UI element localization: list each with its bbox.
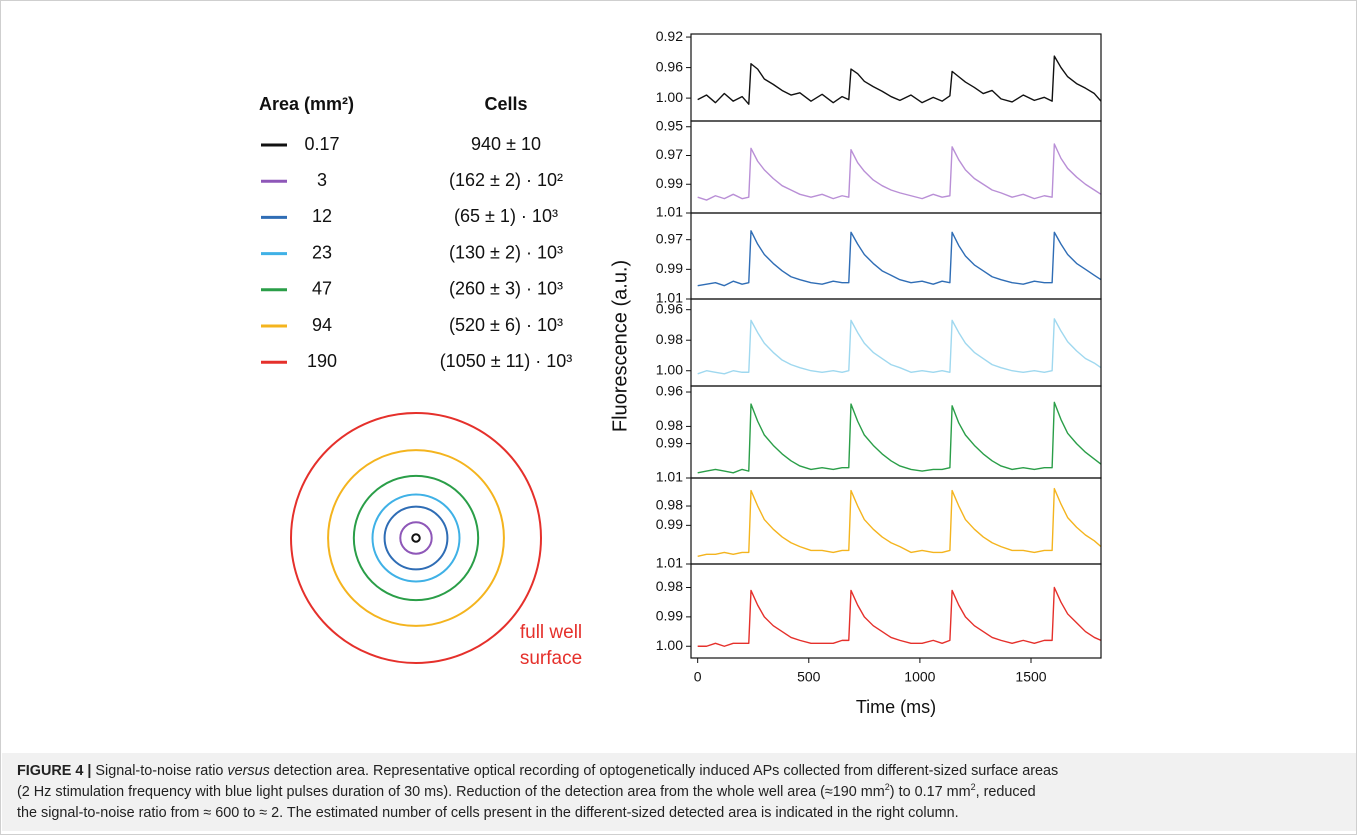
y-tick-label: 0.95 <box>656 117 683 133</box>
legend-header: Area (mm²) <box>259 94 354 114</box>
legend-area: 47 <box>312 279 332 299</box>
area-circle <box>383 505 449 571</box>
y-axis-label: Fluorescence (a.u.) <box>609 260 631 432</box>
x-tick-label: 500 <box>797 669 821 685</box>
y-tick-label: 0.99 <box>656 260 683 276</box>
caption-text: versus <box>227 763 270 779</box>
y-tick-label: 0.96 <box>656 58 683 74</box>
legend-area: 23 <box>312 242 332 262</box>
y-tick-label: 0.99 <box>656 608 683 624</box>
area-circle <box>352 474 480 602</box>
legend-cells: (260 ± 3) · 10³ <box>449 279 563 299</box>
y-tick-label: 0.98 <box>656 331 683 347</box>
y-tick-label: 0.98 <box>656 417 683 433</box>
caption-text: (2 Hz stimulation frequency with blue li… <box>17 784 885 800</box>
y-tick-label: 0.98 <box>656 578 683 594</box>
area-circle <box>399 521 433 555</box>
caption-text: the signal-to-noise ratio from ≈ 600 to … <box>17 805 959 821</box>
legend-area: 0.17 <box>304 134 339 154</box>
area-circle <box>290 412 542 664</box>
caption-text: detection area. Representative optical r… <box>269 763 1059 779</box>
trace-line <box>697 55 1102 105</box>
area-circle <box>327 449 505 627</box>
legend-header: Cells <box>484 94 527 114</box>
panel-frame <box>690 33 1102 122</box>
figure-caption: FIGURE 4 | Signal-to-noise ratio versus … <box>2 753 1356 831</box>
area-circle <box>371 493 461 583</box>
y-tick-label: 0.96 <box>656 383 683 399</box>
caption-label: FIGURE 4 | <box>17 763 92 779</box>
panel-frame <box>690 298 1102 387</box>
trace-line <box>697 143 1102 201</box>
y-tick-label: 0.97 <box>656 230 683 246</box>
legend-cells: 940 ± 10 <box>471 134 541 154</box>
y-tick-label: 0.97 <box>656 146 683 162</box>
y-tick-label: 1.00 <box>656 637 683 653</box>
y-tick-label: 0.92 <box>656 28 683 44</box>
y-tick-label: 0.96 <box>656 300 683 316</box>
trace-line <box>697 586 1102 647</box>
caption-text: 2 <box>884 782 890 793</box>
legend-cells: (65 ± 1) · 10³ <box>454 206 558 226</box>
panel-frame <box>690 120 1102 214</box>
caption-text: 2 <box>970 782 976 793</box>
legend-area: 94 <box>312 315 332 335</box>
area-circle <box>411 533 421 543</box>
x-tick-label: 1000 <box>904 669 935 685</box>
caption-text: Signal-to-noise ratio <box>95 763 228 779</box>
x-axis-label: Time (ms) <box>856 697 936 717</box>
legend-area: 3 <box>317 170 327 190</box>
trace-line <box>697 230 1102 287</box>
x-tick-label: 1500 <box>1015 669 1046 685</box>
y-tick-label: 1.01 <box>656 469 683 485</box>
legend-cells: (130 ± 2) · 10³ <box>449 242 563 262</box>
y-tick-label: 1.01 <box>656 204 683 220</box>
legend-cells: (1050 ± 11) · 10³ <box>440 351 573 371</box>
y-tick-label: 0.99 <box>656 434 683 450</box>
y-tick-label: 0.98 <box>656 497 683 513</box>
y-tick-label: 0.99 <box>656 175 683 191</box>
panel-frame <box>690 563 1102 659</box>
panel-frame <box>690 212 1102 300</box>
legend-cells: (520 ± 6) · 10³ <box>449 315 563 335</box>
caption-text: ) to 0.17 mm <box>889 784 971 800</box>
figure-graphics: Area (mm²) Cells 0.17 940 ± 10 3 (162 ± 2) · … <box>259 28 1102 717</box>
trace-line <box>697 401 1102 474</box>
y-tick-label: 1.01 <box>656 555 683 571</box>
x-tick-label: 0 <box>694 669 702 685</box>
caption-text: , reduced <box>975 784 1036 800</box>
annotation: surface <box>520 648 582 669</box>
y-tick-label: 0.99 <box>656 516 683 532</box>
y-tick-label: 1.00 <box>656 361 683 377</box>
legend-area: 190 <box>307 351 337 371</box>
trace-line <box>697 318 1102 375</box>
y-tick-label: 1.00 <box>656 89 683 105</box>
legend-area: 12 <box>312 206 332 226</box>
trace-line <box>697 487 1102 557</box>
y-tick-label: 1.01 <box>656 290 683 306</box>
annotation: full well <box>520 622 582 643</box>
legend-cells: (162 ± 2) · 10² <box>449 170 563 190</box>
